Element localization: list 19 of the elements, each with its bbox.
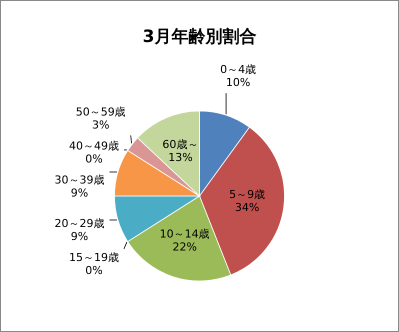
text: 0% (85, 264, 103, 277)
text: 0% (85, 152, 103, 166)
slice-label: 30～39歳 (54, 173, 104, 186)
data-label: 13% (168, 150, 193, 164)
slice-label: 60歳～ (162, 138, 198, 151)
slice-label: 0～4歳 (220, 63, 256, 76)
slice-label: 10～14歳 (160, 228, 210, 241)
data-label: 3% (92, 118, 110, 132)
category-label: 15～19歳 (68, 250, 119, 264)
slice-label: 50～59歳 (76, 105, 126, 118)
data-label: 9% (70, 186, 88, 200)
data-label: 9% (70, 230, 88, 243)
data-label: 22% (172, 240, 197, 254)
data-label: 10% (226, 76, 250, 90)
slice-label: 5～9歳 (229, 188, 266, 202)
legend-label: 40～49歳 (68, 139, 119, 152)
data-label: 34% (234, 201, 260, 214)
slice-label: 20～29歳 (54, 216, 104, 230)
chart-title: 3月年齢別割合 (142, 27, 256, 47)
